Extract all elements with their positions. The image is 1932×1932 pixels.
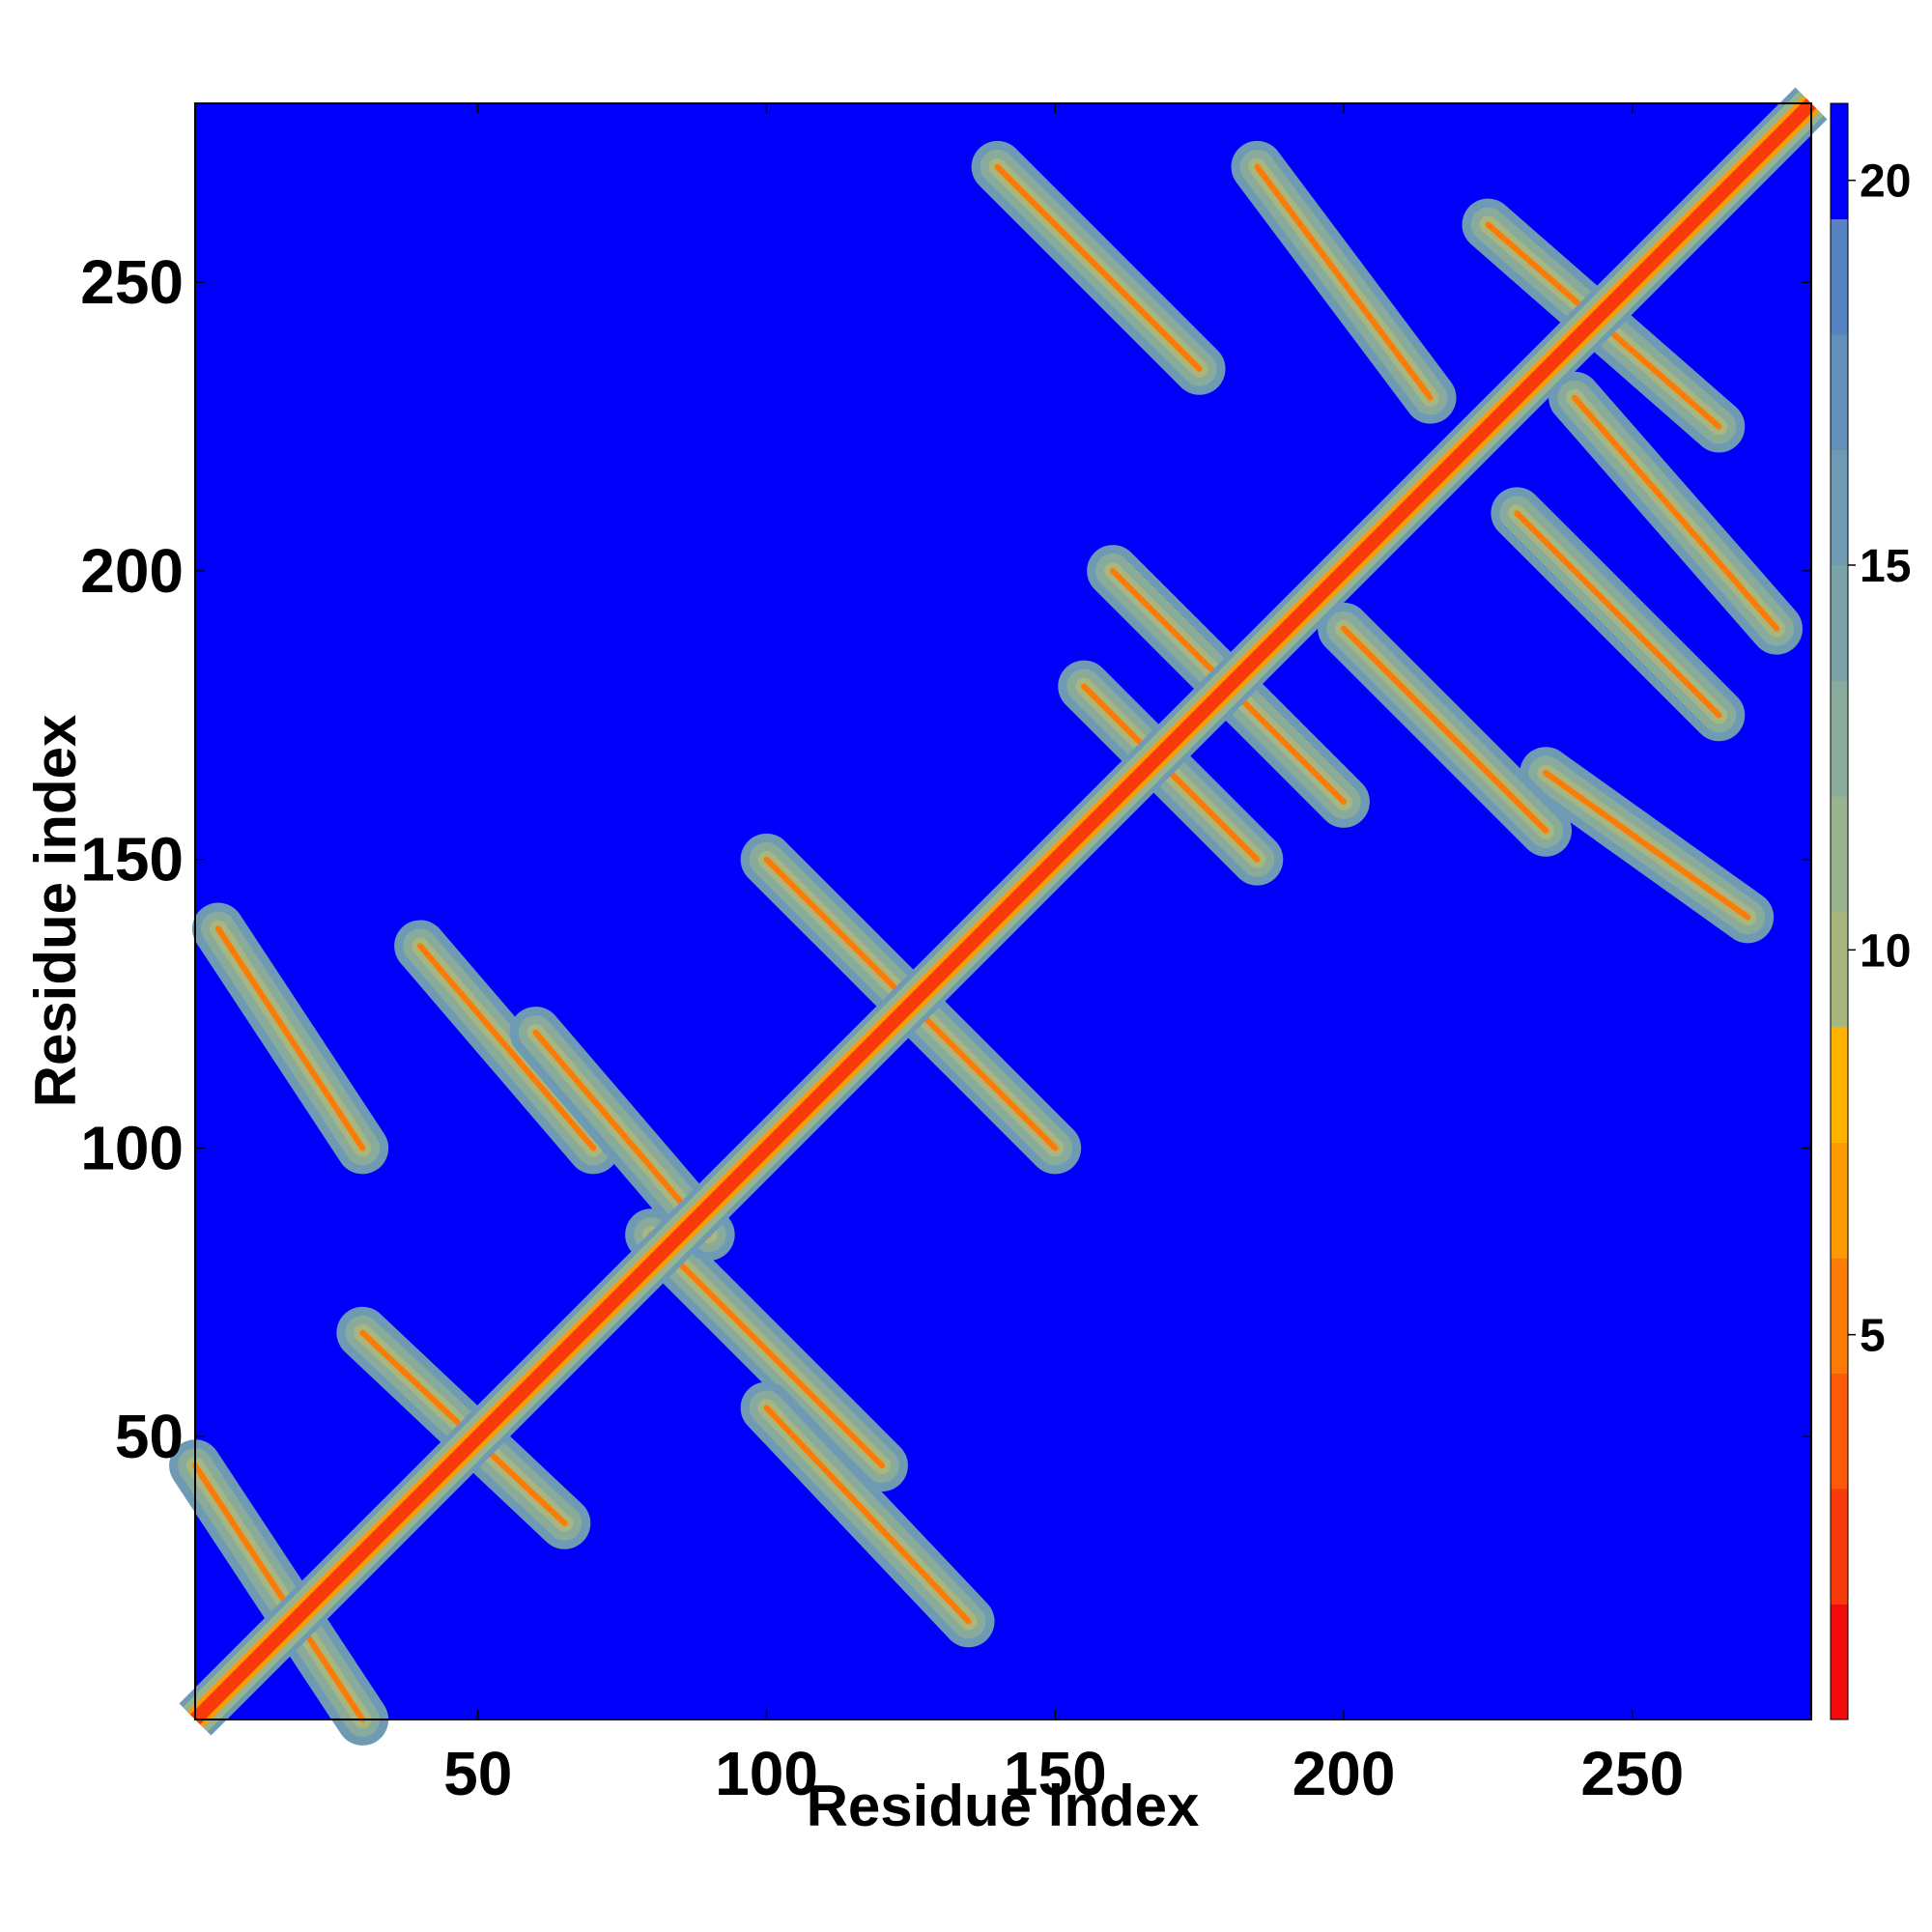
y-axis-label: Residue index <box>23 715 88 1108</box>
colorbar-tick-label: 20 <box>1860 156 1911 208</box>
contact-band-4 <box>740 1381 995 1648</box>
x-tick-label: 250 <box>1580 1739 1684 1808</box>
contact-band-16 <box>1520 747 1775 944</box>
contact-band-11 <box>971 140 1226 395</box>
colorbar-segment <box>1831 1027 1848 1143</box>
colorbar-segment <box>1831 1489 1848 1605</box>
contact-band-5-layer-4 <box>214 925 366 1151</box>
x-axis-ticks: 50 100 150 200 250 <box>443 103 1684 1808</box>
colorbar-segment <box>1831 103 1848 219</box>
colorbar-segment <box>1831 1258 1848 1374</box>
colorbar-segment <box>1831 796 1848 912</box>
colorbar-segment <box>1831 1142 1848 1259</box>
contact-band-11-layer-4 <box>994 163 1203 372</box>
contact-band-16-layer-4 <box>1543 770 1751 921</box>
contact-band-12 <box>1231 140 1457 424</box>
contact-band-1-layer-4 <box>192 1463 366 1722</box>
contact-band-14-layer-4 <box>1514 510 1722 719</box>
contact-band-3 <box>625 1208 908 1492</box>
contact-band-6-layer-4 <box>417 943 597 1151</box>
contact-band-17-layer-4 <box>1341 625 1549 834</box>
contact-band-15 <box>1548 371 1804 655</box>
contact-band-15-layer-4 <box>1572 394 1780 632</box>
y-axis-ticks: 50 100 150 200 250 <box>80 247 1811 1471</box>
colorbar-segment <box>1831 1373 1848 1490</box>
colorbar-segment <box>1831 565 1848 681</box>
colorbar-segment <box>1831 218 1848 335</box>
colorbar-segments <box>1831 103 1848 1720</box>
plot-frame <box>194 102 1812 1720</box>
colorbar-frame <box>1830 102 1849 1720</box>
colorbar-segment <box>1831 334 1848 450</box>
contact-band-3-layer-4 <box>648 1232 886 1469</box>
diagonal-band <box>179 87 1828 1736</box>
y-tick-label: 50 <box>115 1402 184 1471</box>
colorbar-tick-label: 10 <box>1860 925 1911 977</box>
colorbar: 5 10 15 20 <box>1830 102 1911 1720</box>
y-tick-label: 150 <box>80 825 184 895</box>
contact-band-1 <box>169 1439 389 1746</box>
x-tick-label: 200 <box>1293 1739 1396 1808</box>
contact-band-17 <box>1318 602 1573 857</box>
colorbar-segment <box>1831 680 1848 797</box>
colorbar-tick-label: 5 <box>1860 1311 1886 1362</box>
y-tick-label: 100 <box>80 1113 184 1182</box>
contact-band-7-layer-4 <box>532 1029 712 1238</box>
contact-band-7 <box>509 1007 735 1261</box>
contact-band-12-layer-4 <box>1254 163 1434 401</box>
x-tick-label: 100 <box>715 1739 818 1808</box>
contact-band-6 <box>394 920 620 1175</box>
colorbar-segment <box>1831 1604 1848 1720</box>
contact-band-5 <box>192 902 389 1175</box>
diagonal-layer-4 <box>189 98 1817 1725</box>
colorbar-segment <box>1831 911 1848 1028</box>
y-tick-label: 250 <box>80 247 184 317</box>
colorbar-tick-label: 15 <box>1860 541 1911 592</box>
x-axis-label: Residue index <box>807 1774 1200 1838</box>
heatmap-plot-area <box>169 87 1828 1746</box>
contact-band-4-layer-4 <box>763 1405 972 1625</box>
x-tick-label: 150 <box>1004 1739 1107 1808</box>
contact-band-14 <box>1491 487 1746 742</box>
y-tick-label: 200 <box>80 536 184 606</box>
colorbar-segment <box>1831 449 1848 566</box>
colorbar-ticks: 5 10 15 20 <box>1848 156 1911 1362</box>
x-tick-label: 50 <box>443 1739 512 1808</box>
